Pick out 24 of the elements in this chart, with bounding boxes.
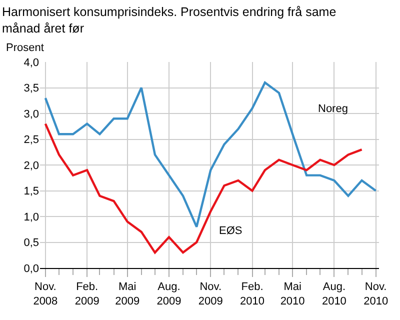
y-tick-label: 4,0 xyxy=(24,56,39,69)
x-tick-label: Nov. 2008 xyxy=(33,281,58,308)
x-tick-label: Mai 2010 xyxy=(280,281,305,308)
x-tick-label: Aug. 2010 xyxy=(322,281,346,308)
line-series xyxy=(44,122,363,254)
y-axis-title: Prosent xyxy=(6,42,44,54)
line-series xyxy=(44,82,377,228)
series-label: EØS xyxy=(219,225,242,237)
x-tick-label: Nov. 2010 xyxy=(364,281,388,308)
chart-title: Harmonisert konsumprisindeks. Prosentvis endring frå same månad året før xyxy=(2,5,336,36)
y-tick-label: 2,0 xyxy=(24,160,39,172)
y-tick-label: 1,5 xyxy=(24,186,39,198)
y-tick-label: 1,0 xyxy=(24,211,39,224)
y-tick-label: 3,0 xyxy=(24,108,39,120)
x-tick-label: Feb. 2009 xyxy=(74,281,100,308)
y-tick-label: 0,0 xyxy=(24,262,39,275)
x-tick-label: Nov. 2009 xyxy=(198,281,223,308)
x-tick-label: Mai 2009 xyxy=(115,281,140,308)
y-tick-label: 0,5 xyxy=(24,237,39,250)
y-tick-label: 2,5 xyxy=(24,134,39,146)
y-tick-label: 3,5 xyxy=(24,82,39,95)
text: Noreg xyxy=(318,103,348,115)
x-tick-label: Feb. 2010 xyxy=(240,281,265,308)
x-tick-label: Aug. 2009 xyxy=(156,281,182,308)
